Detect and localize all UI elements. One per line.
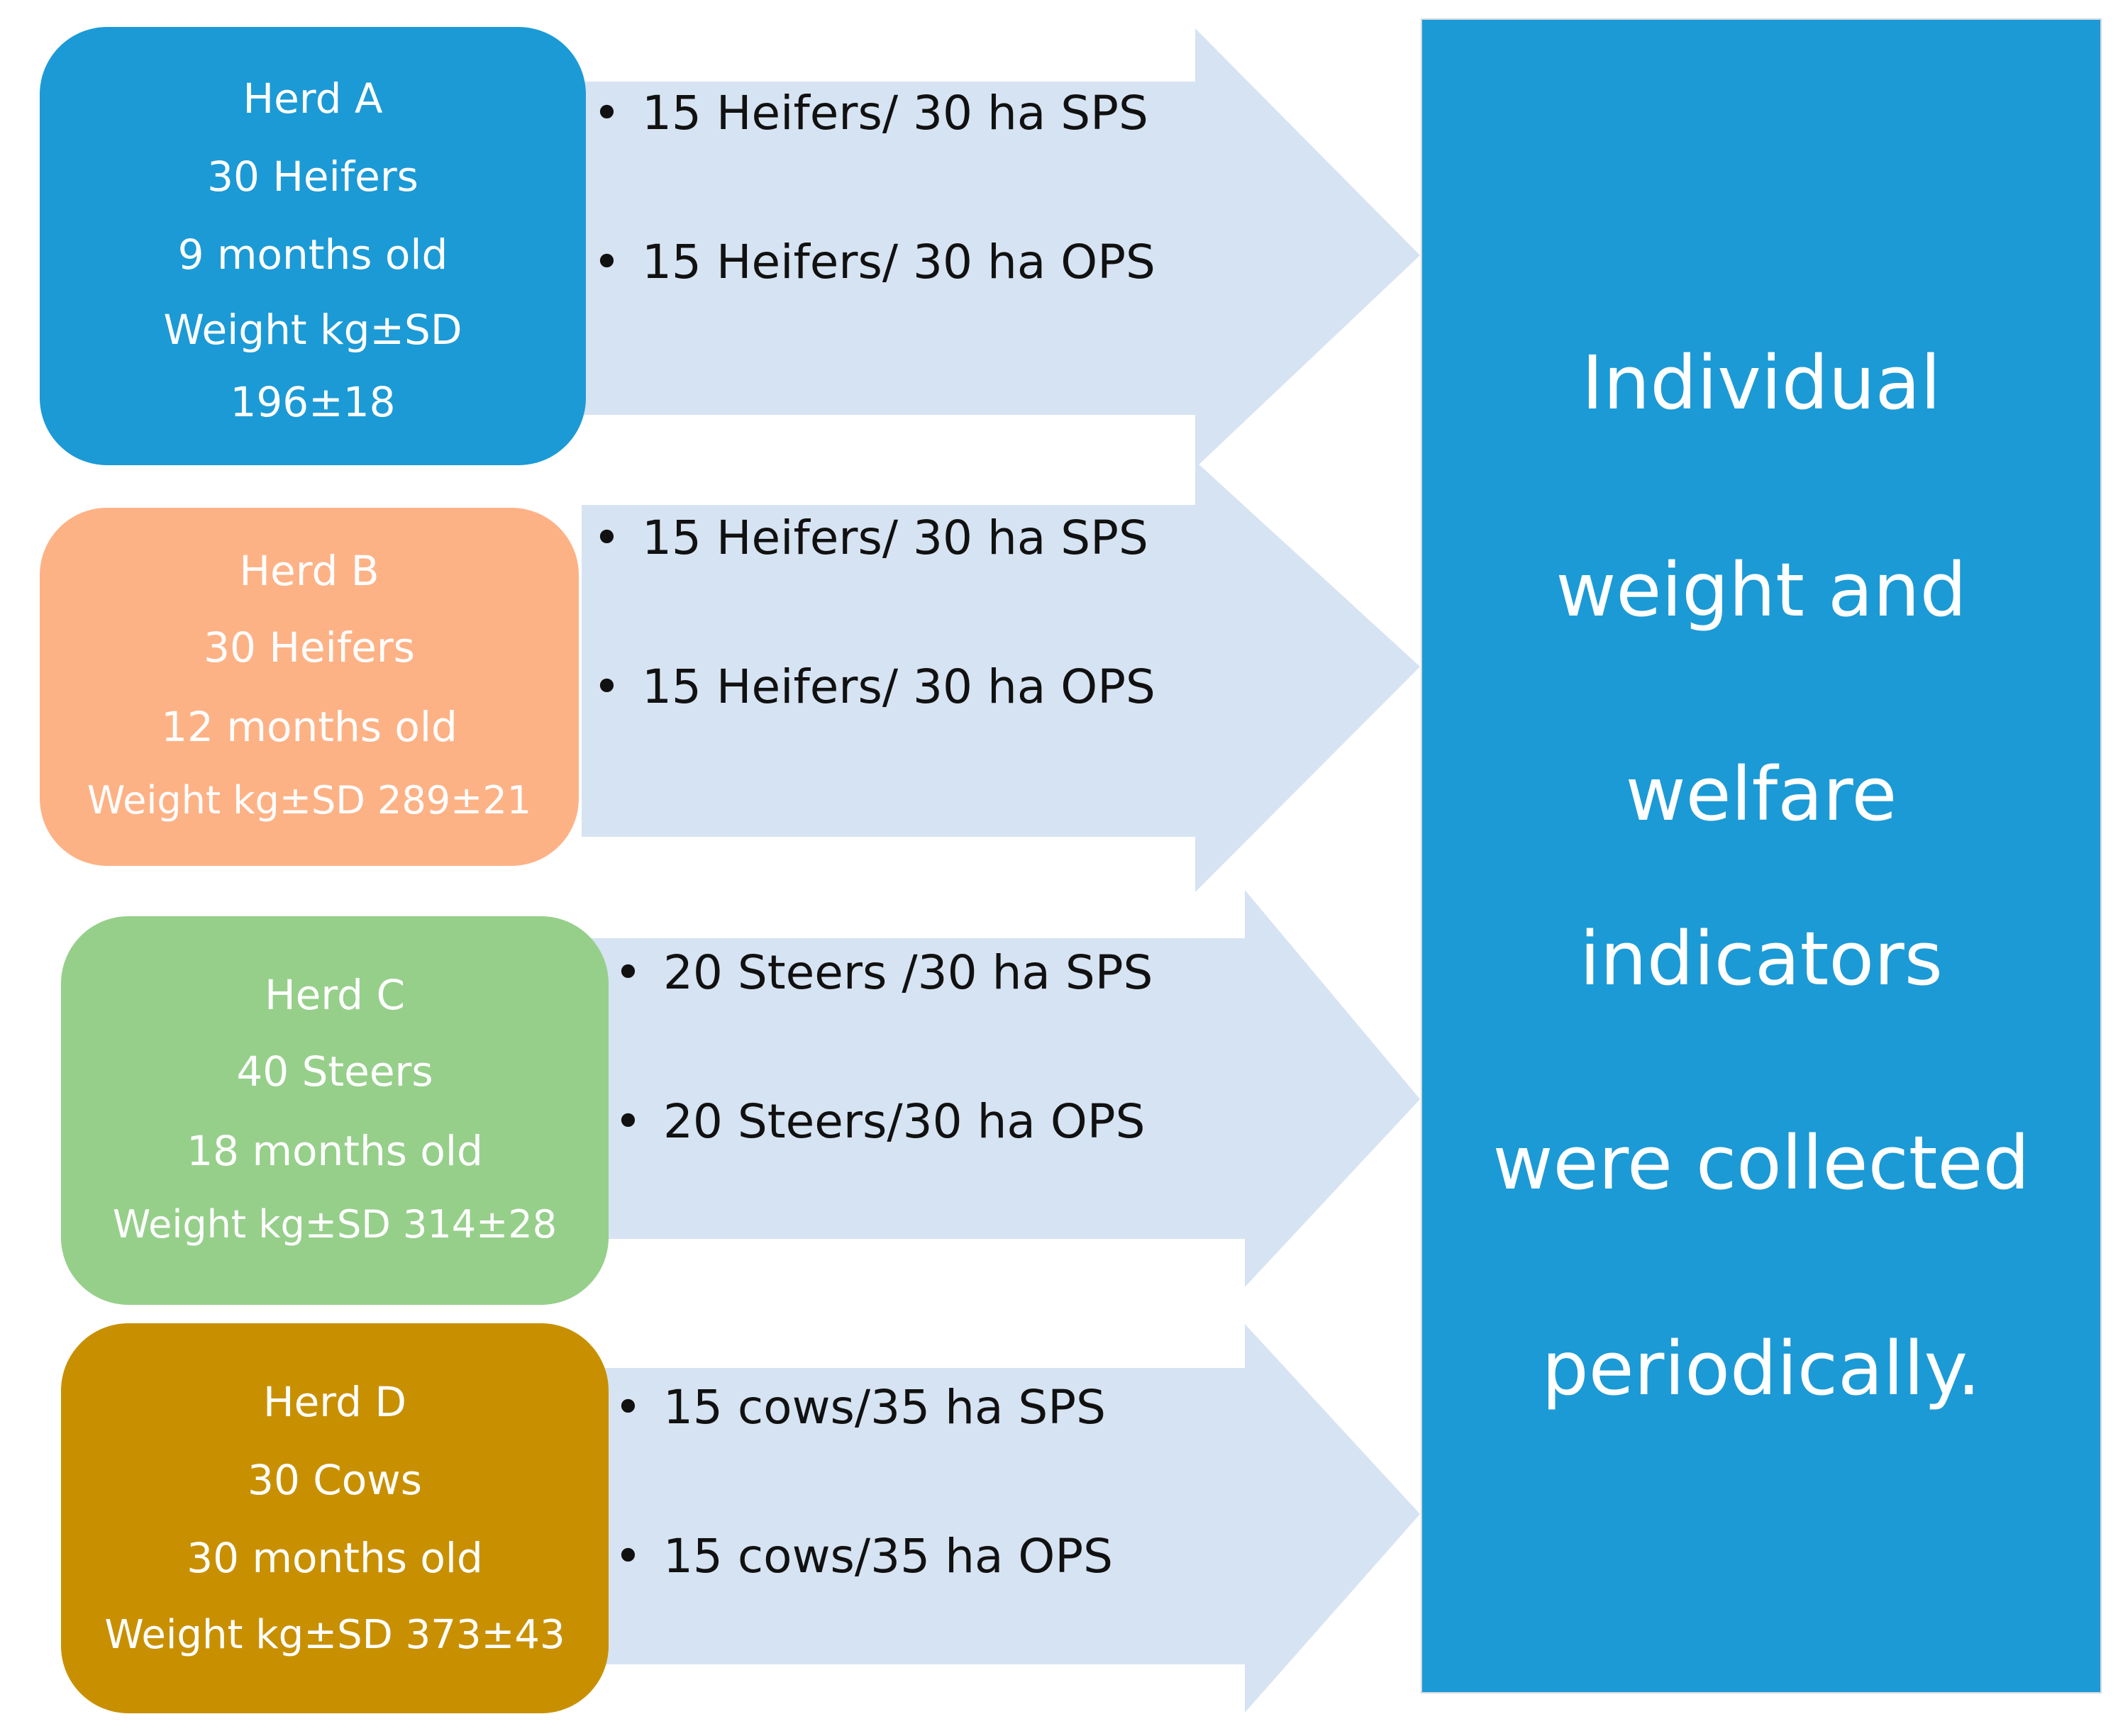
bullet-text: 15 cows/35 ha OPS xyxy=(662,1529,1114,1584)
herd-b-name: Herd B xyxy=(239,547,379,595)
bullet-dot: • xyxy=(593,511,621,565)
herd-c-bullet-sps: • 20 Steers /30 ha SPS xyxy=(614,950,1153,996)
herd-d-bullet-ops: • 15 cows/35 ha OPS xyxy=(614,1533,1113,1580)
herd-b-box: Herd B 30 Heifers 12 months old Weight k… xyxy=(40,508,579,866)
herd-a-bullet-ops: • 15 Heifers/ 30 ha OPS xyxy=(593,239,1155,286)
summary-line-4: indicators xyxy=(1580,916,1943,1002)
herd-c-age: 18 months old xyxy=(187,1127,483,1175)
summary-line-2: weight and xyxy=(1556,547,1967,633)
herd-b-bullet-ops: • 15 Heifers/ 30 ha OPS xyxy=(593,664,1155,711)
bullet-dot: • xyxy=(593,235,621,289)
herd-b-bullet-sps: • 15 Heifers/ 30 ha SPS xyxy=(593,515,1148,562)
herd-a-box: Herd A 30 Heifers 9 months old Weight kg… xyxy=(40,27,586,465)
herd-a-count: 30 Heifers xyxy=(207,152,418,201)
herd-d-count: 30 Cows xyxy=(248,1456,422,1504)
herd-c-box: Herd C 40 Steers 18 months old Weight kg… xyxy=(61,916,609,1305)
bullet-text: 15 Heifers/ 30 ha OPS xyxy=(641,660,1155,714)
summary-line-5: were collected xyxy=(1492,1120,2030,1206)
bullet-text: 20 Steers /30 ha SPS xyxy=(662,945,1153,1000)
herd-d-name: Herd D xyxy=(262,1378,407,1426)
arrow-herd-c xyxy=(589,890,1420,1287)
herd-d-age: 30 months old xyxy=(187,1534,483,1582)
arrow-herd-d xyxy=(589,1324,1420,1713)
herd-b-count: 30 Heifers xyxy=(204,623,415,672)
herd-a-weight-label: Weight kg±SD xyxy=(163,306,462,354)
herd-c-count: 40 Steers xyxy=(236,1047,433,1096)
bullet-text: 15 Heifers/ 30 ha SPS xyxy=(641,86,1148,140)
bullet-dot: • xyxy=(614,945,642,1000)
arrow-herd-a xyxy=(582,28,1420,468)
summary-line-3: welfare xyxy=(1625,751,1897,838)
bullet-text: 15 Heifers/ 30 ha OPS xyxy=(641,235,1155,289)
summary-line-1: Individual xyxy=(1581,340,1941,426)
herd-d-weight: Weight kg±SD 373±43 xyxy=(104,1612,565,1658)
herd-d-bullet-sps: • 15 cows/35 ha SPS xyxy=(614,1384,1106,1431)
herd-a-age: 9 months old xyxy=(177,230,448,279)
herd-c-name: Herd C xyxy=(265,971,405,1019)
bullet-dot: • xyxy=(614,1380,642,1435)
herd-a-weight-value: 196±18 xyxy=(230,378,396,426)
summary-box: Individual weight and welfare indicators… xyxy=(1421,18,2102,1693)
bullet-text: 20 Steers/30 ha OPS xyxy=(662,1094,1146,1149)
summary-line-6: periodically. xyxy=(1541,1325,1981,1412)
bullet-dot: • xyxy=(614,1529,642,1584)
herd-c-bullet-ops: • 20 Steers/30 ha OPS xyxy=(614,1098,1146,1145)
bullet-dot: • xyxy=(614,1094,642,1149)
bullet-dot: • xyxy=(593,660,621,714)
arrow-herd-b xyxy=(582,461,1420,892)
bullet-text: 15 Heifers/ 30 ha SPS xyxy=(641,511,1148,565)
herd-a-name: Herd A xyxy=(243,74,383,123)
herd-c-weight: Weight kg±SD 314±28 xyxy=(112,1202,558,1247)
bullet-dot: • xyxy=(593,86,621,140)
herd-b-age: 12 months old xyxy=(161,703,458,751)
bullet-text: 15 cows/35 ha SPS xyxy=(662,1380,1106,1435)
herd-b-weight: Weight kg±SD 289±21 xyxy=(87,778,532,823)
herd-a-bullet-sps: • 15 Heifers/ 30 ha SPS xyxy=(593,90,1148,137)
herd-d-box: Herd D 30 Cows 30 months old Weight kg±S… xyxy=(61,1323,609,1713)
